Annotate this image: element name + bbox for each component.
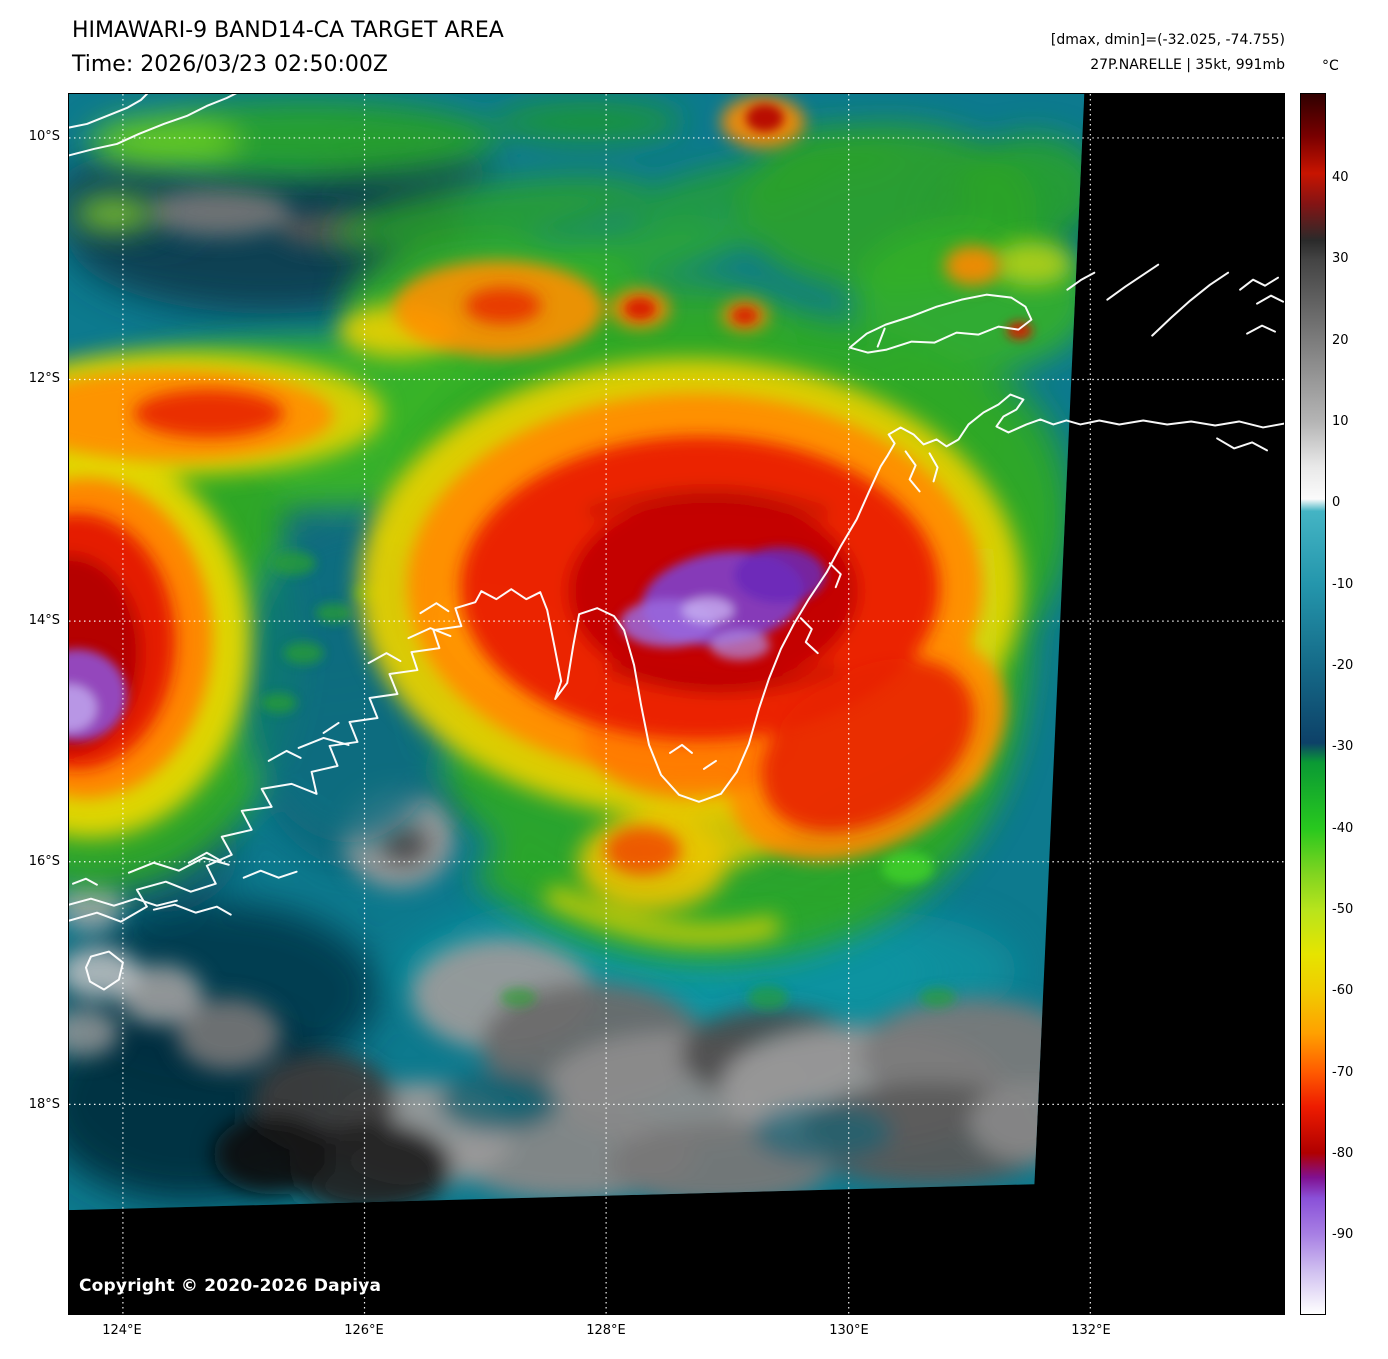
lon-label: 128°E: [586, 1323, 626, 1338]
lon-label: 132°E: [1071, 1323, 1111, 1338]
lon-label: 124°E: [102, 1323, 142, 1338]
australia-coastline: [69, 393, 1284, 923]
colorbar-tick: 30: [1332, 251, 1349, 266]
coastlines: [69, 94, 1284, 991]
colorbar-tick: -90: [1332, 1227, 1354, 1242]
melville-island: [848, 293, 1033, 354]
colorbar-tick: -50: [1332, 902, 1354, 917]
cloud-layer-cold-cores: [69, 103, 1033, 741]
lon-label: 130°E: [829, 1323, 869, 1338]
lat-label: 10°S: [28, 129, 60, 144]
scan-area: [69, 94, 1085, 1211]
colorbar-tick: -80: [1332, 1146, 1354, 1161]
colorbar-tick: 40: [1332, 170, 1349, 185]
lat-label: 16°S: [28, 854, 60, 869]
page-title: HIMAWARI-9 BAND14-CA TARGET AREA: [72, 18, 504, 43]
timestamp: Time: 2026/03/23 02:50:00Z: [72, 52, 388, 77]
lon-label: 126°E: [344, 1323, 384, 1338]
lat-label: 18°S: [28, 1097, 60, 1112]
colorbar-tick: 10: [1332, 414, 1349, 429]
colorbar-tick: -20: [1332, 658, 1354, 673]
colorbar-unit-label: °C: [1322, 58, 1339, 74]
colorbar-tick: 0: [1332, 495, 1341, 510]
colorbar-tick: -10: [1332, 577, 1354, 592]
satellite-image: [69, 94, 1284, 1314]
colorbar-tick: -60: [1332, 983, 1354, 998]
gridlines: [69, 94, 1284, 1314]
header-right: [dmax, dmin]=(-32.025, -74.755) 27P.NARE…: [1051, 28, 1285, 78]
colorbar-tick: -30: [1332, 739, 1354, 754]
map-canvas: Copyright © 2020-2026 Dapiya: [68, 93, 1285, 1315]
storm-info: 27P.NARELLE | 35kt, 991mb: [1090, 57, 1285, 73]
cloud-layer-gray: [69, 187, 1085, 1211]
colorbar-tick: 20: [1332, 333, 1349, 348]
lat-label: 14°S: [28, 613, 60, 628]
dmax-dmin-readout: [dmax, dmin]=(-32.025, -74.755): [1050, 32, 1285, 48]
temperature-colorbar: [1300, 93, 1326, 1315]
colorbar-tick: -70: [1332, 1065, 1354, 1080]
lat-label: 12°S: [28, 371, 60, 386]
copyright-text: Copyright © 2020-2026 Dapiya: [79, 1276, 382, 1296]
colorbar-tick: -40: [1332, 821, 1354, 836]
